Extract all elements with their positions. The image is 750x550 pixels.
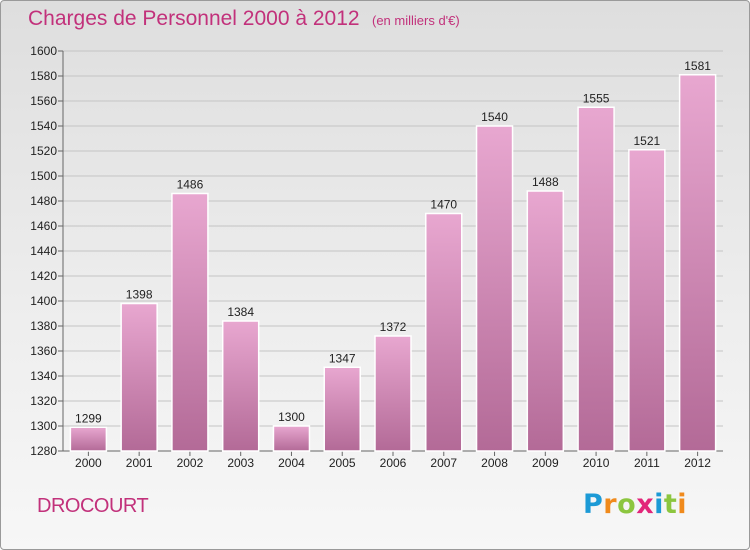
x-tick-label: 2011: [634, 456, 660, 470]
x-tick-label: 2010: [583, 456, 610, 470]
bar-2009: [526, 190, 565, 452]
x-tick-label: 2000: [75, 456, 102, 470]
x-tick-label: 2006: [380, 456, 407, 470]
x-tick-label: 2004: [278, 456, 305, 470]
data-label: 1540: [481, 110, 508, 124]
x-tick-label: 2009: [532, 456, 559, 470]
logo-letter: r: [603, 489, 618, 520]
data-label: 1470: [430, 198, 457, 212]
x-tick-label: 2002: [177, 456, 204, 470]
x-tick-label: 2001: [126, 456, 153, 470]
proxiti-logo: Proxiti: [583, 489, 687, 520]
data-label: 1299: [75, 411, 102, 425]
bar-2007: [425, 212, 463, 452]
data-label: 1372: [380, 320, 407, 334]
bars: [69, 74, 717, 452]
bar-2006: [374, 335, 412, 452]
bar-2004: [272, 425, 311, 452]
bar-2002: [171, 192, 209, 452]
data-label: 1555: [583, 91, 610, 105]
x-tick-label: 2005: [329, 456, 356, 470]
commune-name: DROCOURT: [37, 495, 149, 517]
logo-letter: x: [636, 489, 655, 520]
x-tick-label: 2012: [684, 456, 711, 470]
y-tick-label: 1440: [30, 244, 57, 258]
labels: 1280 1300 1320 1340 1360 1380 1400 1420 1440 1460…: [30, 44, 711, 470]
bar-2005: [323, 366, 361, 452]
y-tick-label: 1520: [30, 144, 57, 158]
y-tick-label: 1560: [30, 94, 57, 108]
y-tick-label: 1280: [30, 444, 57, 458]
y-tick-label: 1480: [30, 194, 57, 208]
y-tick-label: 1380: [30, 319, 57, 333]
y-tick-label: 1320: [30, 394, 57, 408]
logo-letter: t: [663, 489, 678, 520]
chart-title: Charges de Personnel 2000 à 2012: [28, 7, 360, 30]
y-tick-label: 1420: [30, 269, 57, 283]
data-label: 1488: [532, 175, 559, 189]
logo-letter: o: [617, 489, 637, 520]
data-label: 1384: [227, 305, 254, 319]
logo-letter: P: [583, 489, 604, 520]
data-label: 1398: [126, 288, 153, 302]
y-tick-label: 1400: [30, 294, 57, 308]
y-tick-label: 1580: [30, 69, 57, 83]
x-tick-label: 2008: [481, 456, 508, 470]
y-tick-label: 1300: [30, 419, 57, 433]
bar-2011: [628, 149, 666, 452]
x-tick-label: 2007: [430, 456, 457, 470]
x-tick-label: 2003: [227, 456, 254, 470]
data-label: 1300: [278, 410, 305, 424]
y-tick-label: 1500: [30, 169, 57, 183]
bar-2010: [577, 106, 615, 452]
logo-letter: i: [677, 489, 688, 520]
data-label: 1581: [684, 59, 711, 73]
logo-letter: i: [654, 489, 664, 520]
y-tick-label: 1460: [30, 219, 57, 233]
bar-2008: [475, 125, 514, 452]
data-label: 1521: [633, 134, 660, 148]
y-tick-label: 1340: [30, 369, 57, 383]
y-tick-label: 1540: [30, 119, 57, 133]
y-tick-label: 1360: [30, 344, 57, 358]
chart-subtitle: (en milliers d'€): [372, 13, 460, 28]
bar-2000: [69, 426, 108, 452]
data-label: 1347: [329, 351, 356, 365]
bar-2001: [120, 302, 158, 452]
y-tick-label: 1600: [30, 44, 57, 58]
bar-2003: [221, 320, 260, 452]
data-label: 1486: [177, 178, 204, 192]
bar-2012: [678, 74, 717, 452]
